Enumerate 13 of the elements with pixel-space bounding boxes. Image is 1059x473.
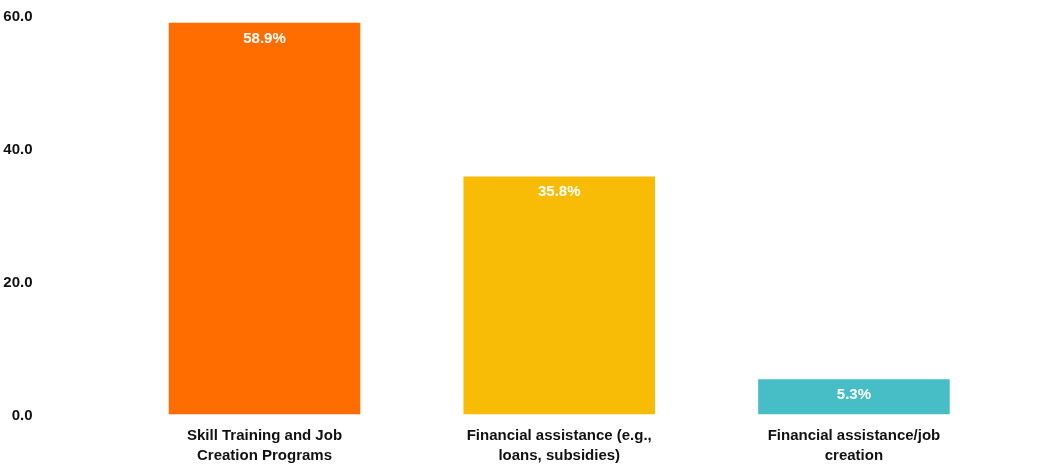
data-label: 35.8%: [537, 182, 581, 200]
y-tick-label: 0.0: [11, 405, 33, 423]
bar: [168, 22, 361, 415]
data-label: 5.3%: [836, 385, 872, 403]
bar: [463, 176, 656, 415]
x-tick-label: Financial assistance (e.g., loans, subsidies): [466, 425, 652, 463]
y-tick-label: 40.0: [3, 139, 33, 157]
y-tick-label: 60.0: [3, 6, 33, 24]
x-tick-label: Skill Training and Job Creation Programs: [187, 425, 343, 463]
y-tick-label: 20.0: [3, 272, 33, 290]
bar: [758, 379, 950, 415]
x-tick-label: Financial assistance/job creation: [767, 425, 941, 463]
data-label: 58.9%: [243, 28, 286, 46]
